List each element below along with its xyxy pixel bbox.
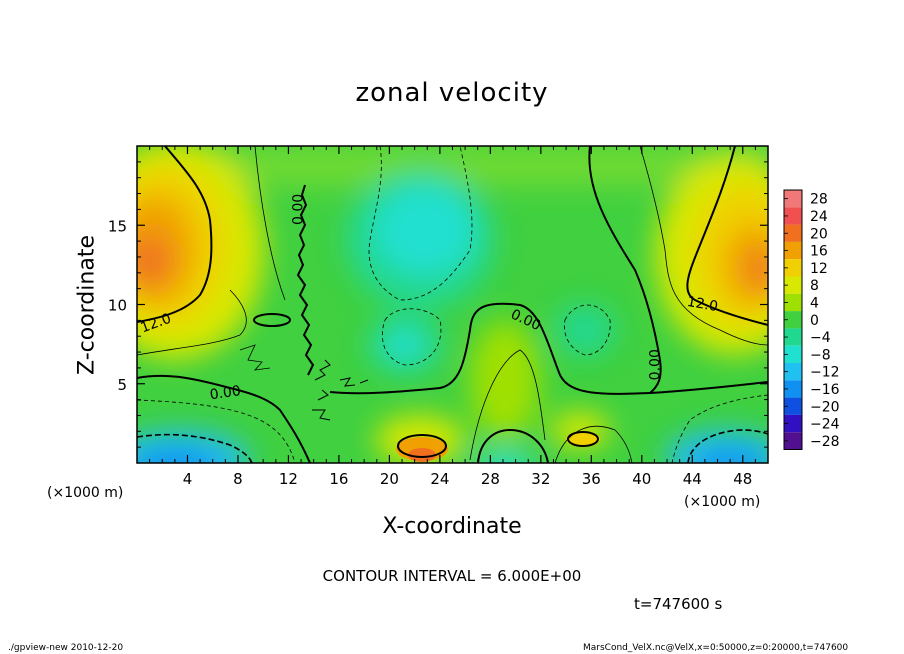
contour-label: 0.00 [648,349,664,380]
x-tick-label: 8 [233,470,243,488]
x-tick-label: 20 [380,470,399,488]
x-axis-unit-left: (×1000 m) [47,485,124,501]
x-tick: 4 [183,146,193,488]
colorbar-swatch [784,345,802,363]
colorbar-swatch [784,380,802,398]
colorbar-swatch [784,276,802,294]
x-tick-label: 44 [683,470,702,488]
x-tick-label: 24 [430,470,449,488]
x-tick-label: 36 [582,470,601,488]
x-tick: 28 [481,146,500,488]
colorbar-swatch [784,259,802,277]
x-tick: 32 [531,146,550,488]
x-tick: 44 [683,146,702,488]
x-axis-label: X-coordinate [382,514,522,539]
contour-interval: CONTOUR INTERVAL = 6.000E+00 [322,567,582,585]
colorbar-swatch [784,414,802,433]
y-tick: 5 [117,376,768,394]
contour-label: 12.0 [686,294,719,315]
colorbar-label: 16 [810,244,828,260]
colorbar-swatch [784,293,802,312]
y-tick-label: 15 [108,217,127,235]
footer-left: ./gpview-new 2010-12-20 [8,643,124,653]
colorbar-swatch [784,190,802,208]
x-tick: 20 [380,146,399,488]
y-tick-label: 10 [108,297,127,315]
colorbar-label: −28 [810,434,840,450]
colorbar-label: −12 [810,365,840,381]
colorbar-label: 28 [810,192,828,208]
x-tick-label: 40 [632,470,651,488]
x-axis-unit-right: (×1000 m) [684,494,761,510]
x-tick: 24 [430,146,449,488]
x-tick-label: 4 [183,470,193,488]
colorbar-label: 12 [810,261,828,277]
colorbar-label: −20 [810,399,840,415]
contour-label: 0.00 [209,383,242,403]
colorbar-swatch [784,432,802,450]
colorbar-label: −24 [810,417,840,433]
colorbar-swatch [784,397,802,415]
x-tick: 40 [632,146,651,488]
colorbar-label: 4 [810,295,819,311]
y-tick-label: 5 [117,376,127,394]
colorbar-swatch [784,311,802,329]
y-tick: 10 [108,297,768,315]
y-axis-label: Z-coordinate [74,235,100,375]
y-tick: 15 [108,217,768,235]
colorbar-swatch [784,241,802,260]
colorbar-label: −16 [810,382,840,398]
x-tick: 16 [329,146,348,488]
colorbar-swatch [784,328,802,346]
x-tick-label: 16 [329,470,348,488]
x-tick: 48 [733,146,752,488]
time-label: t=747600 s [634,595,723,613]
x-tick: 36 [582,146,601,488]
x-tick-label: 48 [733,470,752,488]
colorbar-swatch [784,224,802,242]
x-tick-label: 32 [531,470,550,488]
colorbar-label: 24 [810,209,828,225]
x-tick: 12 [279,146,298,488]
x-tick-label: 28 [481,470,500,488]
x-tick: 8 [233,146,243,488]
colorbar-label: −4 [810,330,831,346]
colorbar-label: 20 [810,226,828,242]
colorbar-swatch [784,363,802,381]
colorbar-label: 0 [810,313,819,329]
colorbar-swatch [784,207,802,225]
x-tick-label: 12 [279,470,298,488]
chart-title: zonal velocity [355,78,549,108]
colorbar-label: −8 [810,347,831,363]
contour-label: 0.00 [291,194,307,225]
footer-right: MarsCond_VelX.nc@VelX,x=0:50000,z=0:2000… [583,643,849,653]
colorbar-label: 8 [810,278,819,294]
